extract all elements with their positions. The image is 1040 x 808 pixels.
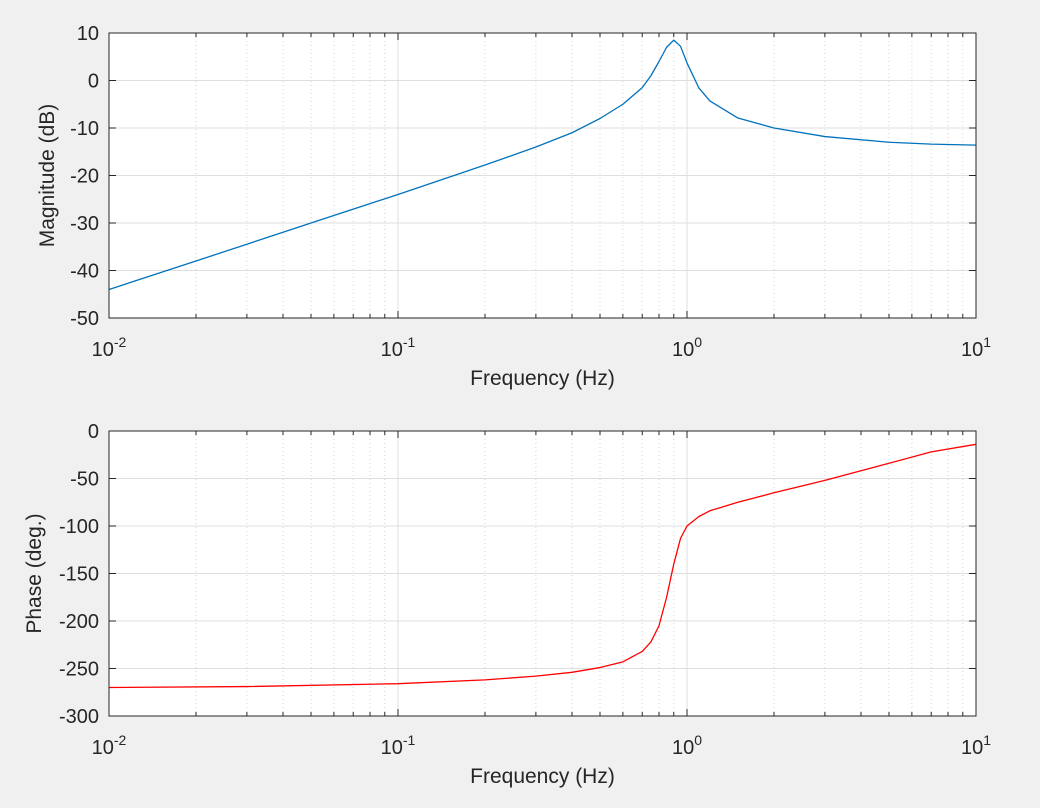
y-axis-label: Phase (deg.): [23, 513, 46, 633]
y-tick-label: -50: [70, 308, 99, 330]
y-tick-label: 0: [88, 71, 99, 93]
series-line-1: [108, 443, 977, 689]
y-tick-label: -50: [70, 469, 99, 491]
y-tick-label: -40: [70, 261, 99, 283]
y-tick-label: -150: [59, 564, 99, 586]
x-axis-label: Frequency (Hz): [470, 367, 615, 390]
y-tick-label: -30: [70, 213, 99, 235]
chart-2: 0 -50 -100 -150 -200 -250 -300 10-2 10-1 100 101 Fr…: [23, 421, 991, 788]
y-tick-label: -20: [70, 166, 99, 188]
x-tick-label: 100: [672, 732, 702, 759]
x-tick-label: 101: [961, 334, 991, 361]
series-line-1: [108, 39, 977, 291]
x-tick-label: 10-2: [92, 334, 127, 361]
y-axis-label: Magnitude (dB): [36, 104, 59, 248]
y-tick-label: -300: [59, 706, 99, 728]
y-tick-label: -200: [59, 611, 99, 633]
x-tick-label: 100: [672, 334, 702, 361]
y-tick-label: -250: [59, 659, 99, 681]
x-axis-label: Frequency (Hz): [470, 765, 615, 788]
x-tick-label: 10-1: [381, 732, 416, 759]
x-tick-label: 101: [961, 732, 991, 759]
x-tick-label: 10-2: [92, 732, 127, 759]
y-tick-label: -100: [59, 516, 99, 538]
x-tick-label: 10-1: [381, 334, 416, 361]
y-tick-label: -10: [70, 118, 99, 140]
y-tick-label: 10: [77, 23, 99, 45]
y-tick-label: 0: [88, 421, 99, 443]
